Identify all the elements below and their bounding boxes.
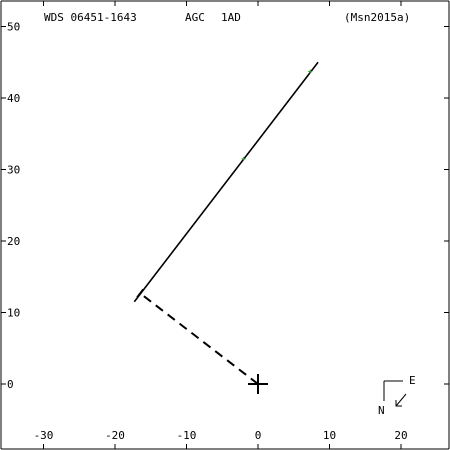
compass-arrow-head-icon [395,400,402,407]
y-tick-label: 40 [7,92,20,105]
x-tick-label: 0 [255,429,262,442]
separation-end-tick [136,288,144,298]
y-tick-label: 10 [7,307,20,320]
header-code: 1AD [221,11,241,24]
x-axis-ticks: -30 -20 -10 0 10 20 [34,1,408,449]
header-wds-id: WDS 06451-1643 [44,11,137,24]
compass-motion-arrow [395,393,407,407]
y-axis-ticks: 0 10 20 30 40 50 [1,21,449,391]
orbit-line [133,61,319,303]
compass-east-label: E [409,374,416,387]
y-tick-label: 30 [7,164,20,177]
separation-line [139,292,259,385]
header-reference: (Msn2015a) [344,11,410,24]
x-tick-label: -20 [105,429,125,442]
x-tick-label: 20 [394,429,407,442]
x-tick-label: -30 [34,429,54,442]
x-tick-label: 10 [323,429,336,442]
y-tick-label: 20 [7,235,20,248]
x-tick-label: -10 [177,429,197,442]
compass-north-label: N [378,404,385,417]
compass: E N [378,374,416,417]
header-catalog: AGC [185,11,205,24]
y-tick-label: 50 [7,21,20,34]
y-tick-label: 0 [7,378,14,391]
orbit-series [133,61,319,394]
